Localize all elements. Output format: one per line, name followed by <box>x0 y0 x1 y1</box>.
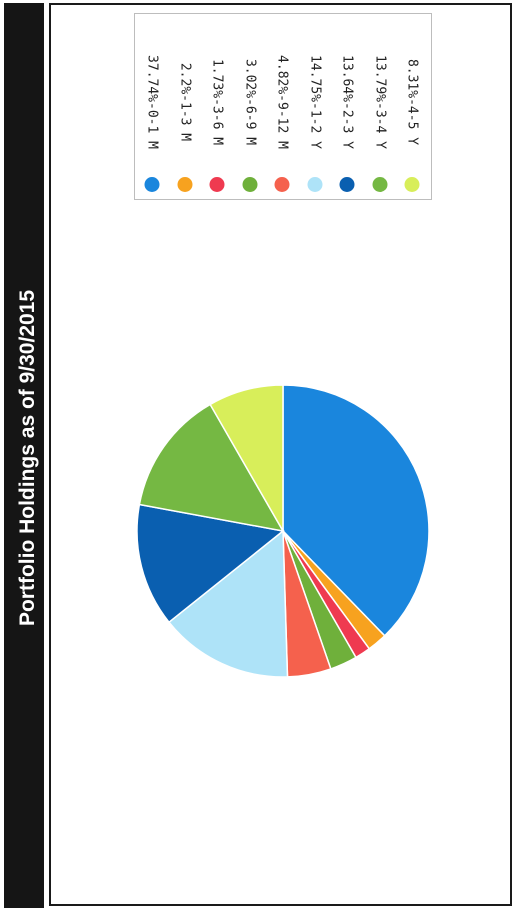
legend-item: 13.64%-2-3 Y <box>332 22 362 202</box>
legend-swatch <box>339 177 355 192</box>
pie-slice <box>167 529 289 678</box>
legend-swatch <box>274 177 290 192</box>
legend-swatch <box>404 177 420 192</box>
legend-swatch <box>242 177 257 192</box>
chart-frame <box>49 3 512 906</box>
legend-item: 8.31%-4-5 Y <box>397 22 427 202</box>
pie-slice <box>282 384 430 637</box>
legend-swatch <box>144 177 160 192</box>
title-bar: Portfolio Holdings as of 9/30/2015 <box>4 3 44 908</box>
legend-item: 13.79%-3-4 Y <box>365 22 395 202</box>
legend-item: 37.74%-0-1 M <box>137 22 167 202</box>
legend-item: 2.2%-1-3 M <box>170 22 200 202</box>
legend-swatch <box>209 177 225 192</box>
legend-swatch <box>307 177 322 192</box>
pie-slice <box>136 503 285 624</box>
legend-item: 4.82%-9-12 M <box>267 22 297 202</box>
legend-item: 14.75%-1-2 Y <box>300 22 330 202</box>
pie-slice <box>138 403 285 533</box>
legend: 37.74%-0-1 M 2.2%-1-3 M 1.73%-3-6 M 3.02%-6… <box>134 13 432 200</box>
legend-swatch <box>372 177 387 192</box>
legend-swatch <box>177 177 192 192</box>
pie-slice <box>209 384 284 534</box>
legend-item: 1.73%-3-6 M <box>202 22 232 202</box>
legend-item: 3.02%-6-9 M <box>235 22 265 202</box>
